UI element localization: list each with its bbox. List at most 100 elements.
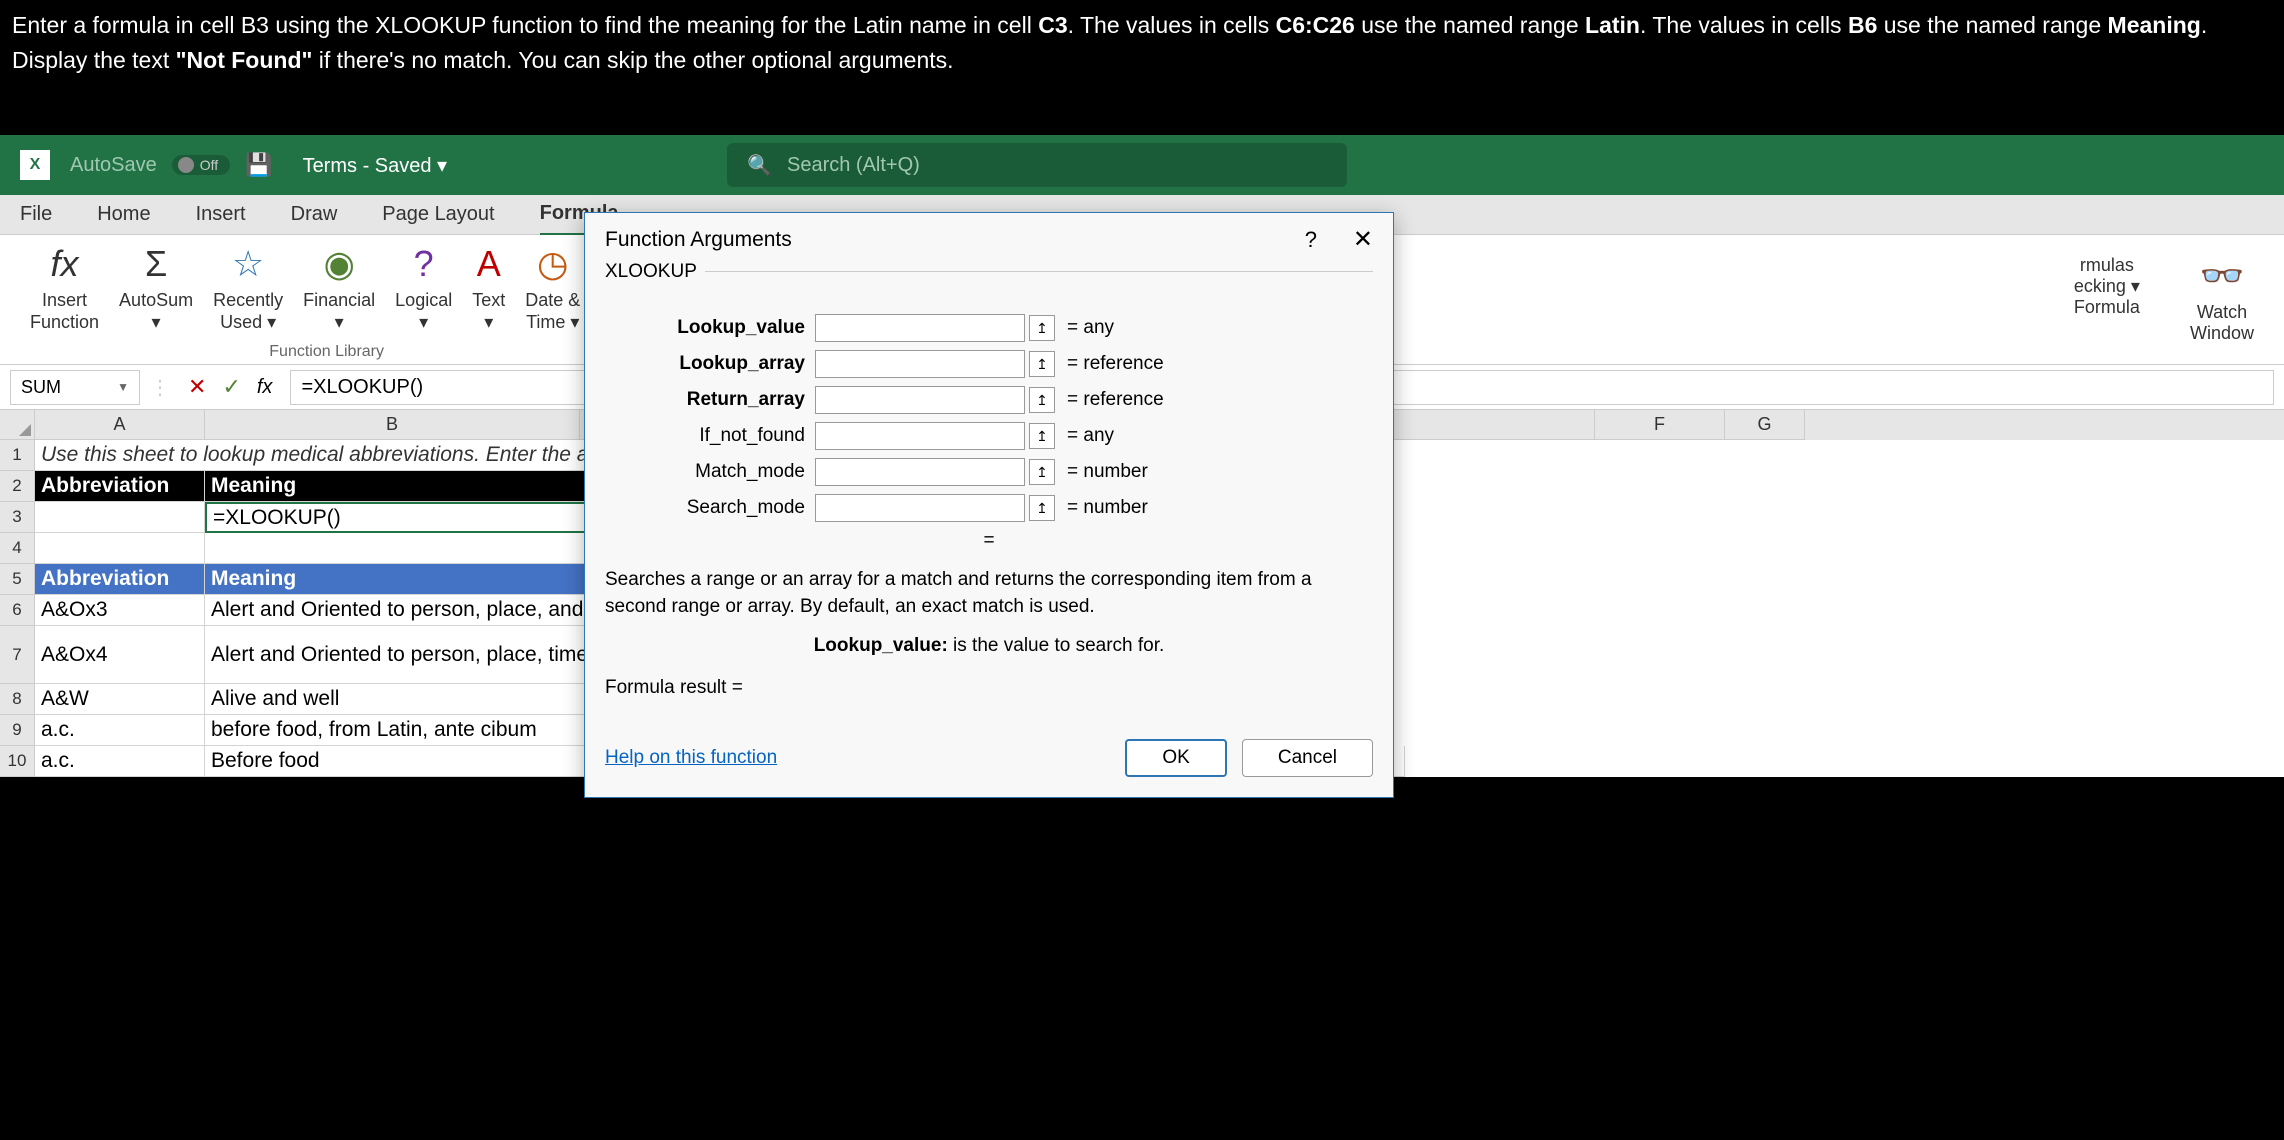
dialog-equals: = xyxy=(605,530,1373,552)
cell[interactable]: a.c. xyxy=(35,715,205,746)
toggle-text: Off xyxy=(200,157,218,173)
enter-button[interactable]: ✓ xyxy=(222,374,240,400)
arg-input-lookup_value[interactable] xyxy=(815,314,1025,342)
arg-input-search_mode[interactable] xyxy=(815,494,1025,522)
cell[interactable]: Abbreviation xyxy=(35,564,205,595)
toggle-circle xyxy=(178,157,194,173)
arg-hint: = any xyxy=(1067,317,1114,339)
name-box-value: SUM xyxy=(21,377,61,398)
autosave-toggle[interactable]: Off xyxy=(172,155,230,175)
ribbon-group-label: Function Library xyxy=(20,343,633,361)
arg-input-match_mode[interactable] xyxy=(815,458,1025,486)
ribbon-right: rmulasecking ▾Formula 👓WatchWindow xyxy=(2064,250,2264,349)
dialog-titlebar: Function Arguments ? ✕ xyxy=(585,213,1393,266)
arg-label: Match_mode xyxy=(605,461,815,483)
dialog-buttons: OK Cancel xyxy=(1125,739,1373,777)
arg-input-lookup_array[interactable] xyxy=(815,350,1025,378)
param-name: Lookup_value: xyxy=(814,635,948,656)
row-header[interactable]: 9 xyxy=(0,715,35,746)
cell[interactable]: Abbreviation xyxy=(35,471,205,502)
search-icon: 🔍 xyxy=(747,153,772,178)
cell[interactable] xyxy=(35,502,205,533)
name-box[interactable]: SUM ▼ xyxy=(10,370,140,405)
arg-label: Lookup_value xyxy=(605,317,815,339)
arg-input-return_array[interactable] xyxy=(815,386,1025,414)
excel-icon: X xyxy=(20,150,50,180)
search-placeholder: Search (Alt+Q) xyxy=(787,154,920,177)
arg-hint: = number xyxy=(1067,461,1148,483)
row-header[interactable]: 2 xyxy=(0,471,35,502)
arg-hint: = reference xyxy=(1067,353,1164,375)
function-name: XLOOKUP xyxy=(605,271,1373,299)
search-box[interactable]: 🔍 Search (Alt+Q) xyxy=(727,143,1347,187)
param-desc: is the value to search for. xyxy=(948,635,1165,656)
row-header[interactable]: 1 xyxy=(0,440,35,471)
arg-input-if_not_found[interactable] xyxy=(815,422,1025,450)
row-header[interactable]: 10 xyxy=(0,746,35,777)
function-arguments-dialog: Function Arguments ? ✕ XLOOKUP Lookup_va… xyxy=(584,212,1394,798)
tab-home[interactable]: Home xyxy=(97,195,150,234)
tab-page-layout[interactable]: Page Layout xyxy=(382,195,494,234)
cell[interactable] xyxy=(35,533,205,564)
arg-label: Lookup_array xyxy=(605,353,815,375)
cell[interactable]: a.c. xyxy=(35,746,205,777)
formula-result: Formula result = xyxy=(605,677,1373,699)
col-header-F[interactable]: F xyxy=(1595,410,1725,440)
title-bar: X AutoSave Off 💾 Terms - Saved ▾ 🔍 Searc… xyxy=(0,135,2284,195)
cancel-button[interactable]: Cancel xyxy=(1242,739,1373,777)
arg-hint: = reference xyxy=(1067,389,1164,411)
ribbon-btn[interactable]: ΣAutoSum ▾ xyxy=(109,238,203,338)
tab-file[interactable]: File xyxy=(20,195,52,234)
range-selector-icon[interactable]: ↥ xyxy=(1029,387,1055,413)
arg-label: If_not_found xyxy=(605,425,815,447)
ribbon-btn-right[interactable]: rmulasecking ▾Formula xyxy=(2064,250,2150,349)
tab-draw[interactable]: Draw xyxy=(291,195,338,234)
ribbon-btn[interactable]: ?Logical ▾ xyxy=(385,238,462,338)
row-header[interactable]: 7 xyxy=(0,626,35,684)
range-selector-icon[interactable]: ↥ xyxy=(1029,351,1055,377)
instruction-bar: Enter a formula in cell B3 using the XLO… xyxy=(0,0,2284,85)
help-link[interactable]: Help on this function xyxy=(605,747,777,769)
ribbon-btn[interactable]: AText ▾ xyxy=(462,238,515,338)
formula-text: =XLOOKUP() xyxy=(301,376,423,399)
document-title[interactable]: Terms - Saved ▾ xyxy=(303,153,448,178)
col-header-A[interactable]: A xyxy=(35,410,205,440)
autosave-label: AutoSave xyxy=(70,154,157,177)
tab-insert[interactable]: Insert xyxy=(196,195,246,234)
arg-label: Search_mode xyxy=(605,497,815,519)
ribbon-btn[interactable]: ☆Recently Used ▾ xyxy=(203,238,293,338)
col-header-B[interactable]: B xyxy=(205,410,580,440)
range-selector-icon[interactable]: ↥ xyxy=(1029,495,1055,521)
ribbon-btn[interactable]: fxInsert Function xyxy=(20,238,109,338)
formula-bar-separator: ⋮ xyxy=(150,375,170,400)
dialog-footer: Help on this function OK Cancel xyxy=(605,739,1373,777)
ribbon-btn-right[interactable]: 👓WatchWindow xyxy=(2180,250,2264,349)
arg-hint: = any xyxy=(1067,425,1114,447)
dialog-help-icon[interactable]: ? xyxy=(1305,227,1317,252)
row-header[interactable]: 5 xyxy=(0,564,35,595)
ok-button[interactable]: OK xyxy=(1125,739,1226,777)
name-box-dropdown-icon: ▼ xyxy=(117,380,129,394)
row-header[interactable]: 4 xyxy=(0,533,35,564)
range-selector-icon[interactable]: ↥ xyxy=(1029,423,1055,449)
col-header-G[interactable]: G xyxy=(1725,410,1805,440)
dialog-title-text: Function Arguments xyxy=(605,228,792,252)
ribbon-btn[interactable]: ◉Financial ▾ xyxy=(293,238,385,338)
range-selector-icon[interactable]: ↥ xyxy=(1029,459,1055,485)
arg-label: Return_array xyxy=(605,389,815,411)
row-header[interactable]: 6 xyxy=(0,595,35,626)
row-header[interactable]: 8 xyxy=(0,684,35,715)
cancel-button[interactable]: ✕ xyxy=(188,374,206,400)
arg-hint: = number xyxy=(1067,497,1148,519)
ribbon-btn[interactable]: ◷Date & Time ▾ xyxy=(515,238,590,338)
dialog-close-icon[interactable]: ✕ xyxy=(1353,226,1373,253)
cell[interactable]: A&W xyxy=(35,684,205,715)
cell[interactable]: A&Ox4 xyxy=(35,626,205,684)
dialog-param-desc: Lookup_value: is the value to search for… xyxy=(605,635,1373,657)
select-all-corner[interactable] xyxy=(0,410,35,440)
row-header[interactable]: 3 xyxy=(0,502,35,533)
fx-icon[interactable]: fx xyxy=(257,376,273,399)
cell[interactable]: A&Ox3 xyxy=(35,595,205,626)
range-selector-icon[interactable]: ↥ xyxy=(1029,315,1055,341)
save-icon[interactable]: 💾 xyxy=(245,152,272,178)
